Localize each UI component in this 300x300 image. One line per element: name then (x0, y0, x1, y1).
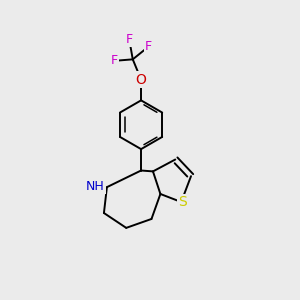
Text: O: O (136, 73, 146, 87)
Text: S: S (178, 195, 187, 209)
Text: F: F (145, 40, 152, 53)
Text: F: F (111, 54, 118, 67)
Text: NH: NH (86, 180, 104, 193)
Text: F: F (126, 33, 133, 46)
